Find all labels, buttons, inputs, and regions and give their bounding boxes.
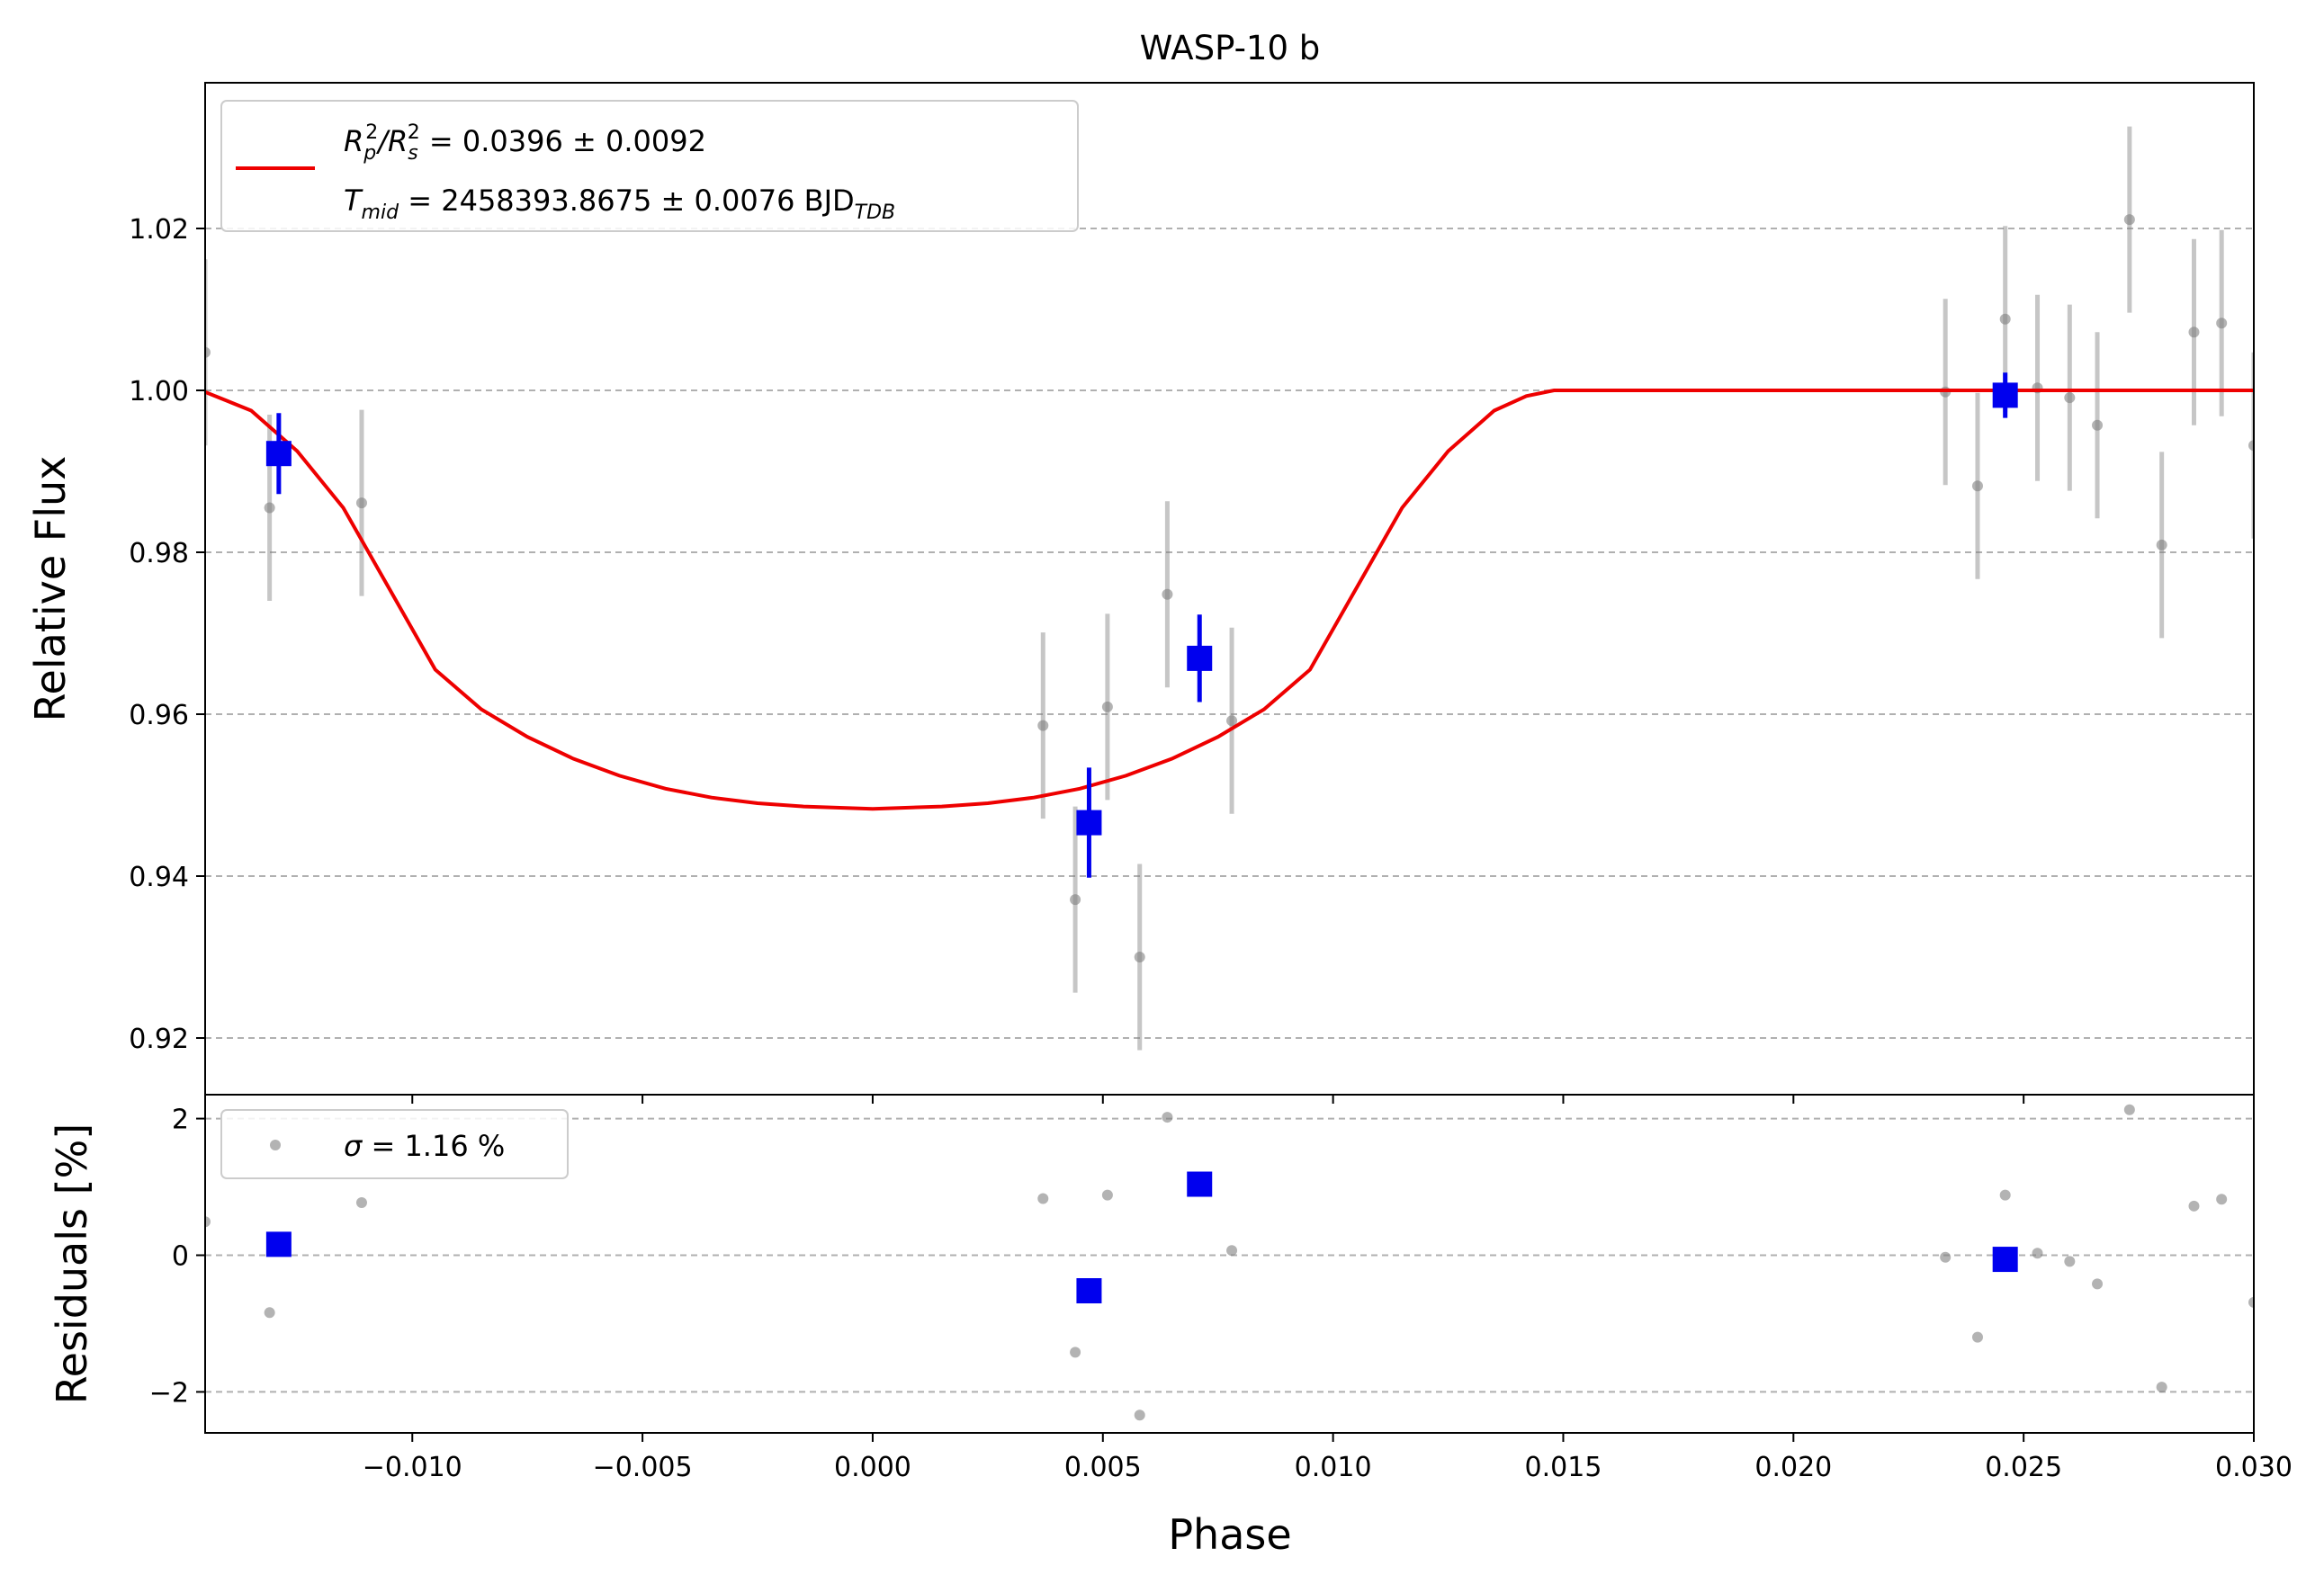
resid-y-tick-label: 2 bbox=[172, 1105, 189, 1136]
resid-binned-point bbox=[265, 1231, 292, 1257]
raw-data-point bbox=[1999, 313, 2011, 325]
resid-legend-box bbox=[220, 1109, 569, 1179]
resid-plot-area bbox=[205, 1104, 2254, 1421]
resid-raw-point bbox=[355, 1197, 367, 1209]
resid-raw-point bbox=[2032, 1248, 2043, 1259]
resid-raw-point bbox=[2092, 1278, 2104, 1290]
residuals-panel: −2 0 2 σ = 1.16 % Residuals [%] bbox=[48, 1094, 2255, 1434]
raw-data-point bbox=[2248, 440, 2254, 452]
resid-y-axis-label: Residuals [%] bbox=[48, 1123, 96, 1404]
resid-raw-point bbox=[2156, 1382, 2167, 1393]
x-tick-label: 0.005 bbox=[1064, 1452, 1142, 1483]
flux-y-tick-label: 0.98 bbox=[129, 538, 189, 569]
x-tick-label: 0.020 bbox=[1754, 1452, 1832, 1483]
resid-raw-point bbox=[2188, 1200, 2200, 1212]
resid-legend-sigma-part: σ bbox=[344, 1129, 363, 1163]
resid-binned-point bbox=[1992, 1247, 2018, 1273]
legend-radius-ratio-part: / bbox=[375, 124, 390, 158]
raw-data-point bbox=[2064, 392, 2076, 404]
resid-raw-point bbox=[2064, 1256, 2076, 1267]
binned-data-point bbox=[1076, 810, 1102, 836]
x-tick-label: 0.025 bbox=[1985, 1452, 2062, 1483]
legend-tmid-part: T bbox=[344, 183, 363, 218]
legend-tmid-part: mid bbox=[362, 201, 400, 224]
raw-data-point bbox=[1226, 715, 1238, 727]
legend-radius-ratio-part: p bbox=[363, 142, 376, 165]
resid-raw-point bbox=[2216, 1194, 2228, 1205]
resid-raw-point bbox=[1162, 1112, 1173, 1123]
resid-raw-point bbox=[1971, 1331, 1983, 1343]
raw-data-point bbox=[1070, 894, 1081, 906]
chart-title: WASP-10 b bbox=[1140, 29, 1321, 67]
flux-y-tick-label: 0.94 bbox=[129, 862, 189, 893]
resid-binned-point bbox=[1187, 1171, 1213, 1197]
resid-legend-sigma: σ = 1.16 % bbox=[344, 1129, 505, 1163]
flux-plot-area bbox=[205, 126, 2254, 1051]
resid-y-tick-label: −2 bbox=[149, 1377, 189, 1409]
flux-y-tick-label: 1.00 bbox=[129, 376, 189, 407]
raw-data-point bbox=[1971, 480, 1983, 492]
flux-y-tick-label: 0.96 bbox=[129, 700, 189, 731]
flux-y-axis-label: Relative Flux bbox=[26, 456, 75, 722]
resid-legend-marker bbox=[270, 1140, 281, 1150]
legend-radius-ratio-part: 2 bbox=[408, 121, 420, 144]
x-tick-label: −0.010 bbox=[363, 1452, 462, 1483]
raw-data-point bbox=[2123, 214, 2135, 226]
raw-data-point bbox=[2216, 318, 2228, 329]
resid-raw-point bbox=[1070, 1347, 1081, 1358]
raw-data-point bbox=[1162, 588, 1173, 600]
x-tick-label: −0.005 bbox=[593, 1452, 693, 1483]
legend-radius-ratio-part: = 0.0396 ± 0.0092 bbox=[420, 124, 706, 158]
raw-data-point bbox=[205, 346, 211, 358]
resid-panel-frame bbox=[204, 1094, 2255, 1434]
raw-data-point bbox=[2188, 327, 2200, 338]
raw-data-point bbox=[1037, 720, 1049, 731]
resid-raw-point bbox=[264, 1307, 275, 1319]
legend-radius-ratio: Rp2/Rs2 = 0.0396 ± 0.0092 bbox=[344, 121, 706, 165]
binned-data-point bbox=[1992, 382, 2018, 408]
x-tick-label: 0.015 bbox=[1525, 1452, 1602, 1483]
legend-tmid: Tmid = 2458393.8675 ± 0.0076 BJDTDB bbox=[344, 183, 895, 224]
resid-raw-point bbox=[1999, 1189, 2011, 1201]
resid-binned-point bbox=[1076, 1278, 1102, 1304]
raw-data-point bbox=[1101, 701, 1113, 712]
legend-radius-ratio-part: s bbox=[408, 142, 417, 165]
resid-raw-point bbox=[1037, 1193, 1049, 1204]
legend-tmid-part: TDB bbox=[855, 201, 895, 224]
resid-legend-sigma-part: = 1.16 % bbox=[362, 1129, 505, 1163]
transit-model-line bbox=[205, 389, 2254, 811]
resid-raw-point bbox=[2248, 1296, 2254, 1308]
resid-raw-point bbox=[1940, 1251, 1952, 1263]
resid-raw-point bbox=[1101, 1189, 1113, 1201]
raw-data-point bbox=[355, 497, 367, 509]
legend-radius-ratio-part: R bbox=[388, 124, 408, 158]
raw-data-point bbox=[1134, 952, 1145, 962]
flux-y-tick-label: 1.02 bbox=[129, 214, 189, 246]
x-tick-label: 0.010 bbox=[1295, 1452, 1372, 1483]
resid-raw-point bbox=[1134, 1409, 1145, 1421]
legend-radius-ratio-part: 2 bbox=[365, 121, 378, 144]
x-tick-label: 0.000 bbox=[834, 1452, 911, 1483]
resid-legend: σ = 1.16 % bbox=[220, 1109, 569, 1179]
raw-data-point bbox=[264, 502, 275, 514]
resid-y-tick-label: 0 bbox=[172, 1241, 189, 1273]
raw-data-point bbox=[2092, 419, 2104, 431]
binned-data-point bbox=[1187, 645, 1213, 671]
flux-panel-frame bbox=[204, 82, 2255, 1096]
resid-raw-point bbox=[1226, 1245, 1238, 1257]
flux-y-tick-label: 0.92 bbox=[129, 1024, 189, 1055]
x-axis: −0.010 −0.005 0.000 0.005 0.010 0.015 0.020 0.0… bbox=[363, 1433, 2293, 1483]
legend-tmid-part: = 2458393.8675 ± 0.0076 BJD bbox=[399, 183, 855, 218]
flux-legend-box bbox=[220, 100, 1079, 232]
x-axis-label: Phase bbox=[1168, 1510, 1291, 1559]
binned-data-point bbox=[265, 441, 292, 467]
raw-data-point bbox=[2156, 539, 2167, 550]
legend-radius-ratio-part: R bbox=[344, 124, 363, 158]
x-tick-label: 0.030 bbox=[2215, 1452, 2293, 1483]
resid-raw-point bbox=[2123, 1104, 2135, 1115]
resid-raw-point bbox=[205, 1216, 211, 1228]
